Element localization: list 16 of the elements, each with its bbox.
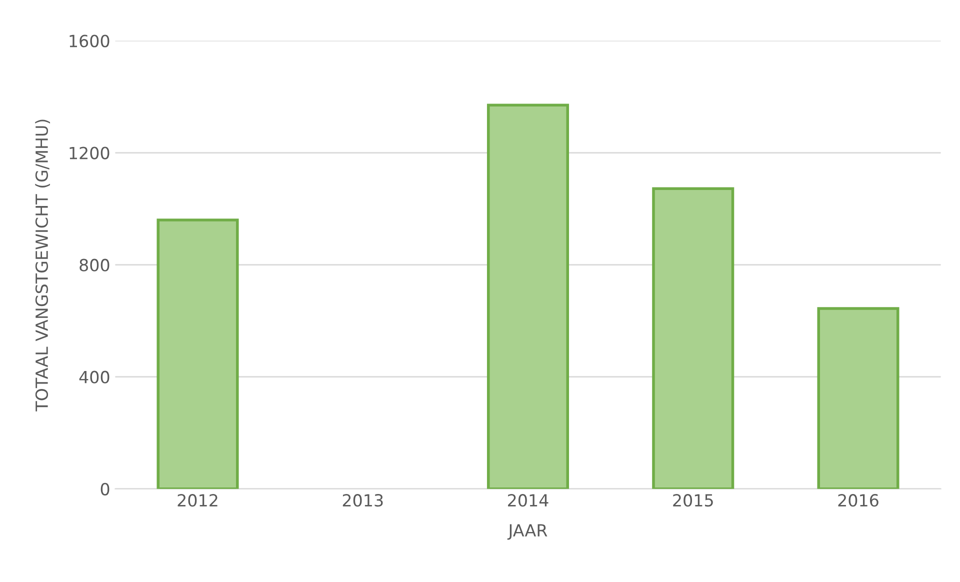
y-axis-title: TOTAAL VANGSTGEWICHT (G/MHU): [35, 120, 50, 412]
x-tick-label: 2013: [342, 494, 383, 507]
x-axis-title: JAAR: [507, 524, 548, 540]
bar: [817, 307, 900, 489]
y-tick-label: 1600: [70, 34, 110, 48]
bar: [156, 218, 239, 489]
x-tick-label: 2014: [508, 494, 548, 507]
y-tick-label: 800: [80, 258, 110, 272]
y-tick-label: 0: [100, 482, 110, 496]
bar: [486, 104, 570, 489]
y-tick-label: 1200: [70, 146, 110, 160]
bar: [652, 187, 734, 489]
y-tick-label: 400: [79, 370, 110, 384]
x-tick-label: 2012: [178, 494, 218, 507]
x-tick-label: 2016: [838, 494, 878, 507]
x-tick-label: 2015: [673, 494, 713, 507]
